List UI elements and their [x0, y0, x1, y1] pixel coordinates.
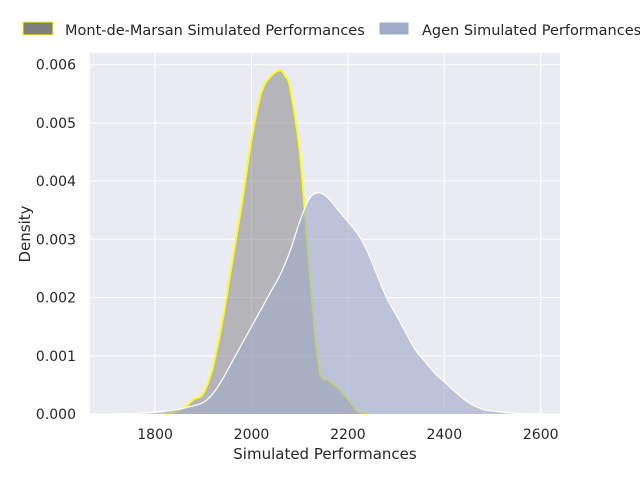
y-tick-label-0: 0.000 — [36, 407, 76, 423]
density-area-mont-de-marsan — [164, 70, 368, 414]
series-layer — [111, 69, 541, 415]
x-tick-label-3: 2400 — [426, 427, 462, 443]
y-tick-label-6: 0.006 — [36, 58, 76, 74]
x-tick-label-2: 2200 — [330, 427, 366, 443]
legend: Mont-de-Marsan Simulated Performances Ag… — [22, 21, 640, 39]
legend-swatch-agen — [378, 21, 410, 36]
y-tick-label-3: 0.003 — [36, 232, 76, 248]
y-tick-label-5: 0.005 — [36, 116, 76, 132]
y-axis-ticks: 0.000 0.001 0.002 0.003 0.004 0.005 0.006 — [36, 58, 76, 423]
y-tick-label-1: 0.001 — [36, 349, 76, 365]
legend-label-agen: Agen Simulated Performances — [422, 23, 640, 39]
y-tick-label-4: 0.004 — [36, 174, 76, 190]
x-axis-ticks: 1800 2000 2200 2400 2600 — [137, 427, 558, 443]
y-tick-label-2: 0.002 — [36, 291, 76, 307]
y-axis-label: Density — [16, 205, 34, 262]
x-axis-label: Simulated Performances — [233, 445, 417, 463]
legend-label-mont-de-marsan: Mont-de-Marsan Simulated Performances — [65, 23, 365, 39]
x-tick-label-4: 2600 — [523, 427, 559, 443]
x-tick-label-1: 2000 — [234, 427, 270, 443]
x-tick-label-0: 1800 — [137, 427, 173, 443]
legend-swatch-mont-de-marsan — [22, 21, 54, 36]
density-line-agen — [111, 192, 541, 415]
density-area-agen — [111, 192, 541, 414]
